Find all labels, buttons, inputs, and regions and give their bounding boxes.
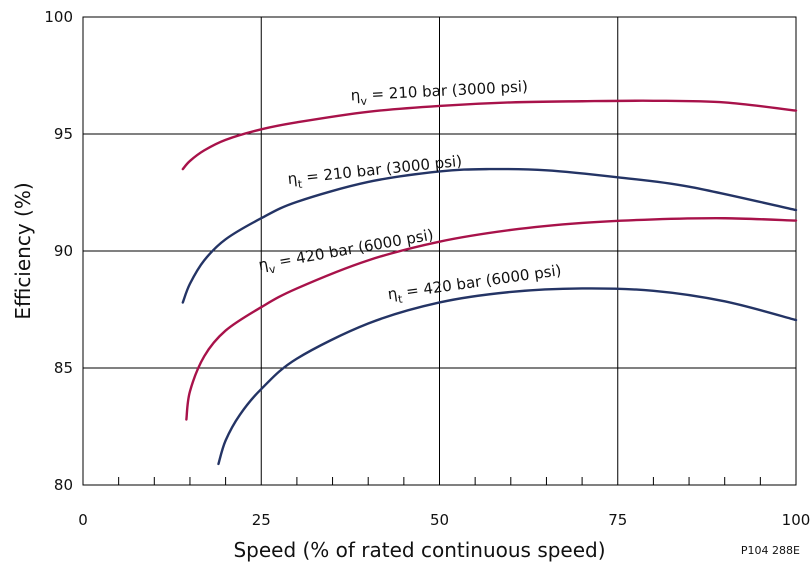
grid-lines [83,17,796,485]
figure-code: P104 288E [741,544,800,557]
series-label-symbol: η [350,86,360,104]
x-minor-ticks [118,477,761,485]
series-label-subscript: v [360,95,368,108]
series-label-condition: = 210 bar (3000 psi) [366,77,528,103]
series-curves [181,99,798,466]
series-line [185,217,798,421]
series-label-condition: = 210 bar (3000 psi) [301,152,463,187]
series-labels: ηv = 210 bar (3000 psi)ηt = 210 bar (300… [257,77,564,307]
series-label-subscript: v [268,262,277,276]
x-tick-label: 75 [608,511,627,529]
x-tick-label: 25 [252,511,271,529]
series-label-subscript: t [297,178,303,191]
series-label-symbol: η [387,284,399,303]
y-tick-label: 90 [54,242,73,260]
series-label: ηv = 420 bar (6000 psi) [257,226,435,278]
y-axis-title: Efficiency (%) [11,182,35,319]
series-label-symbol: η [257,255,269,274]
y-tick-label: 100 [44,8,73,26]
series-line [217,287,798,466]
plot-frame [82,16,797,486]
series-label: ηt = 210 bar (3000 psi) [287,152,463,192]
series-label-symbol: η [287,169,298,188]
tick-labels: 0 25 50 75 100 80 85 90 95 100 [44,8,810,529]
y-tick-label: 80 [54,476,73,494]
x-tick-label: 100 [782,511,811,529]
series-label: ηt = 420 bar (6000 psi) [387,261,564,307]
series-label-subscript: t [397,292,404,306]
series-line [181,167,798,304]
y-tick-label: 95 [54,125,73,143]
x-axis-title: Speed (% of rated continuous speed) [233,538,605,562]
x-tick-label: 50 [430,511,449,529]
x-tick-label: 0 [78,511,88,529]
y-tick-label: 85 [54,359,73,377]
series-line [181,99,798,171]
